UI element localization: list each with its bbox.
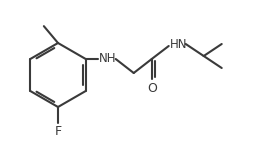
Text: NH: NH — [99, 52, 116, 66]
Text: F: F — [55, 125, 61, 138]
Text: O: O — [147, 82, 157, 95]
Text: HN: HN — [170, 38, 187, 51]
